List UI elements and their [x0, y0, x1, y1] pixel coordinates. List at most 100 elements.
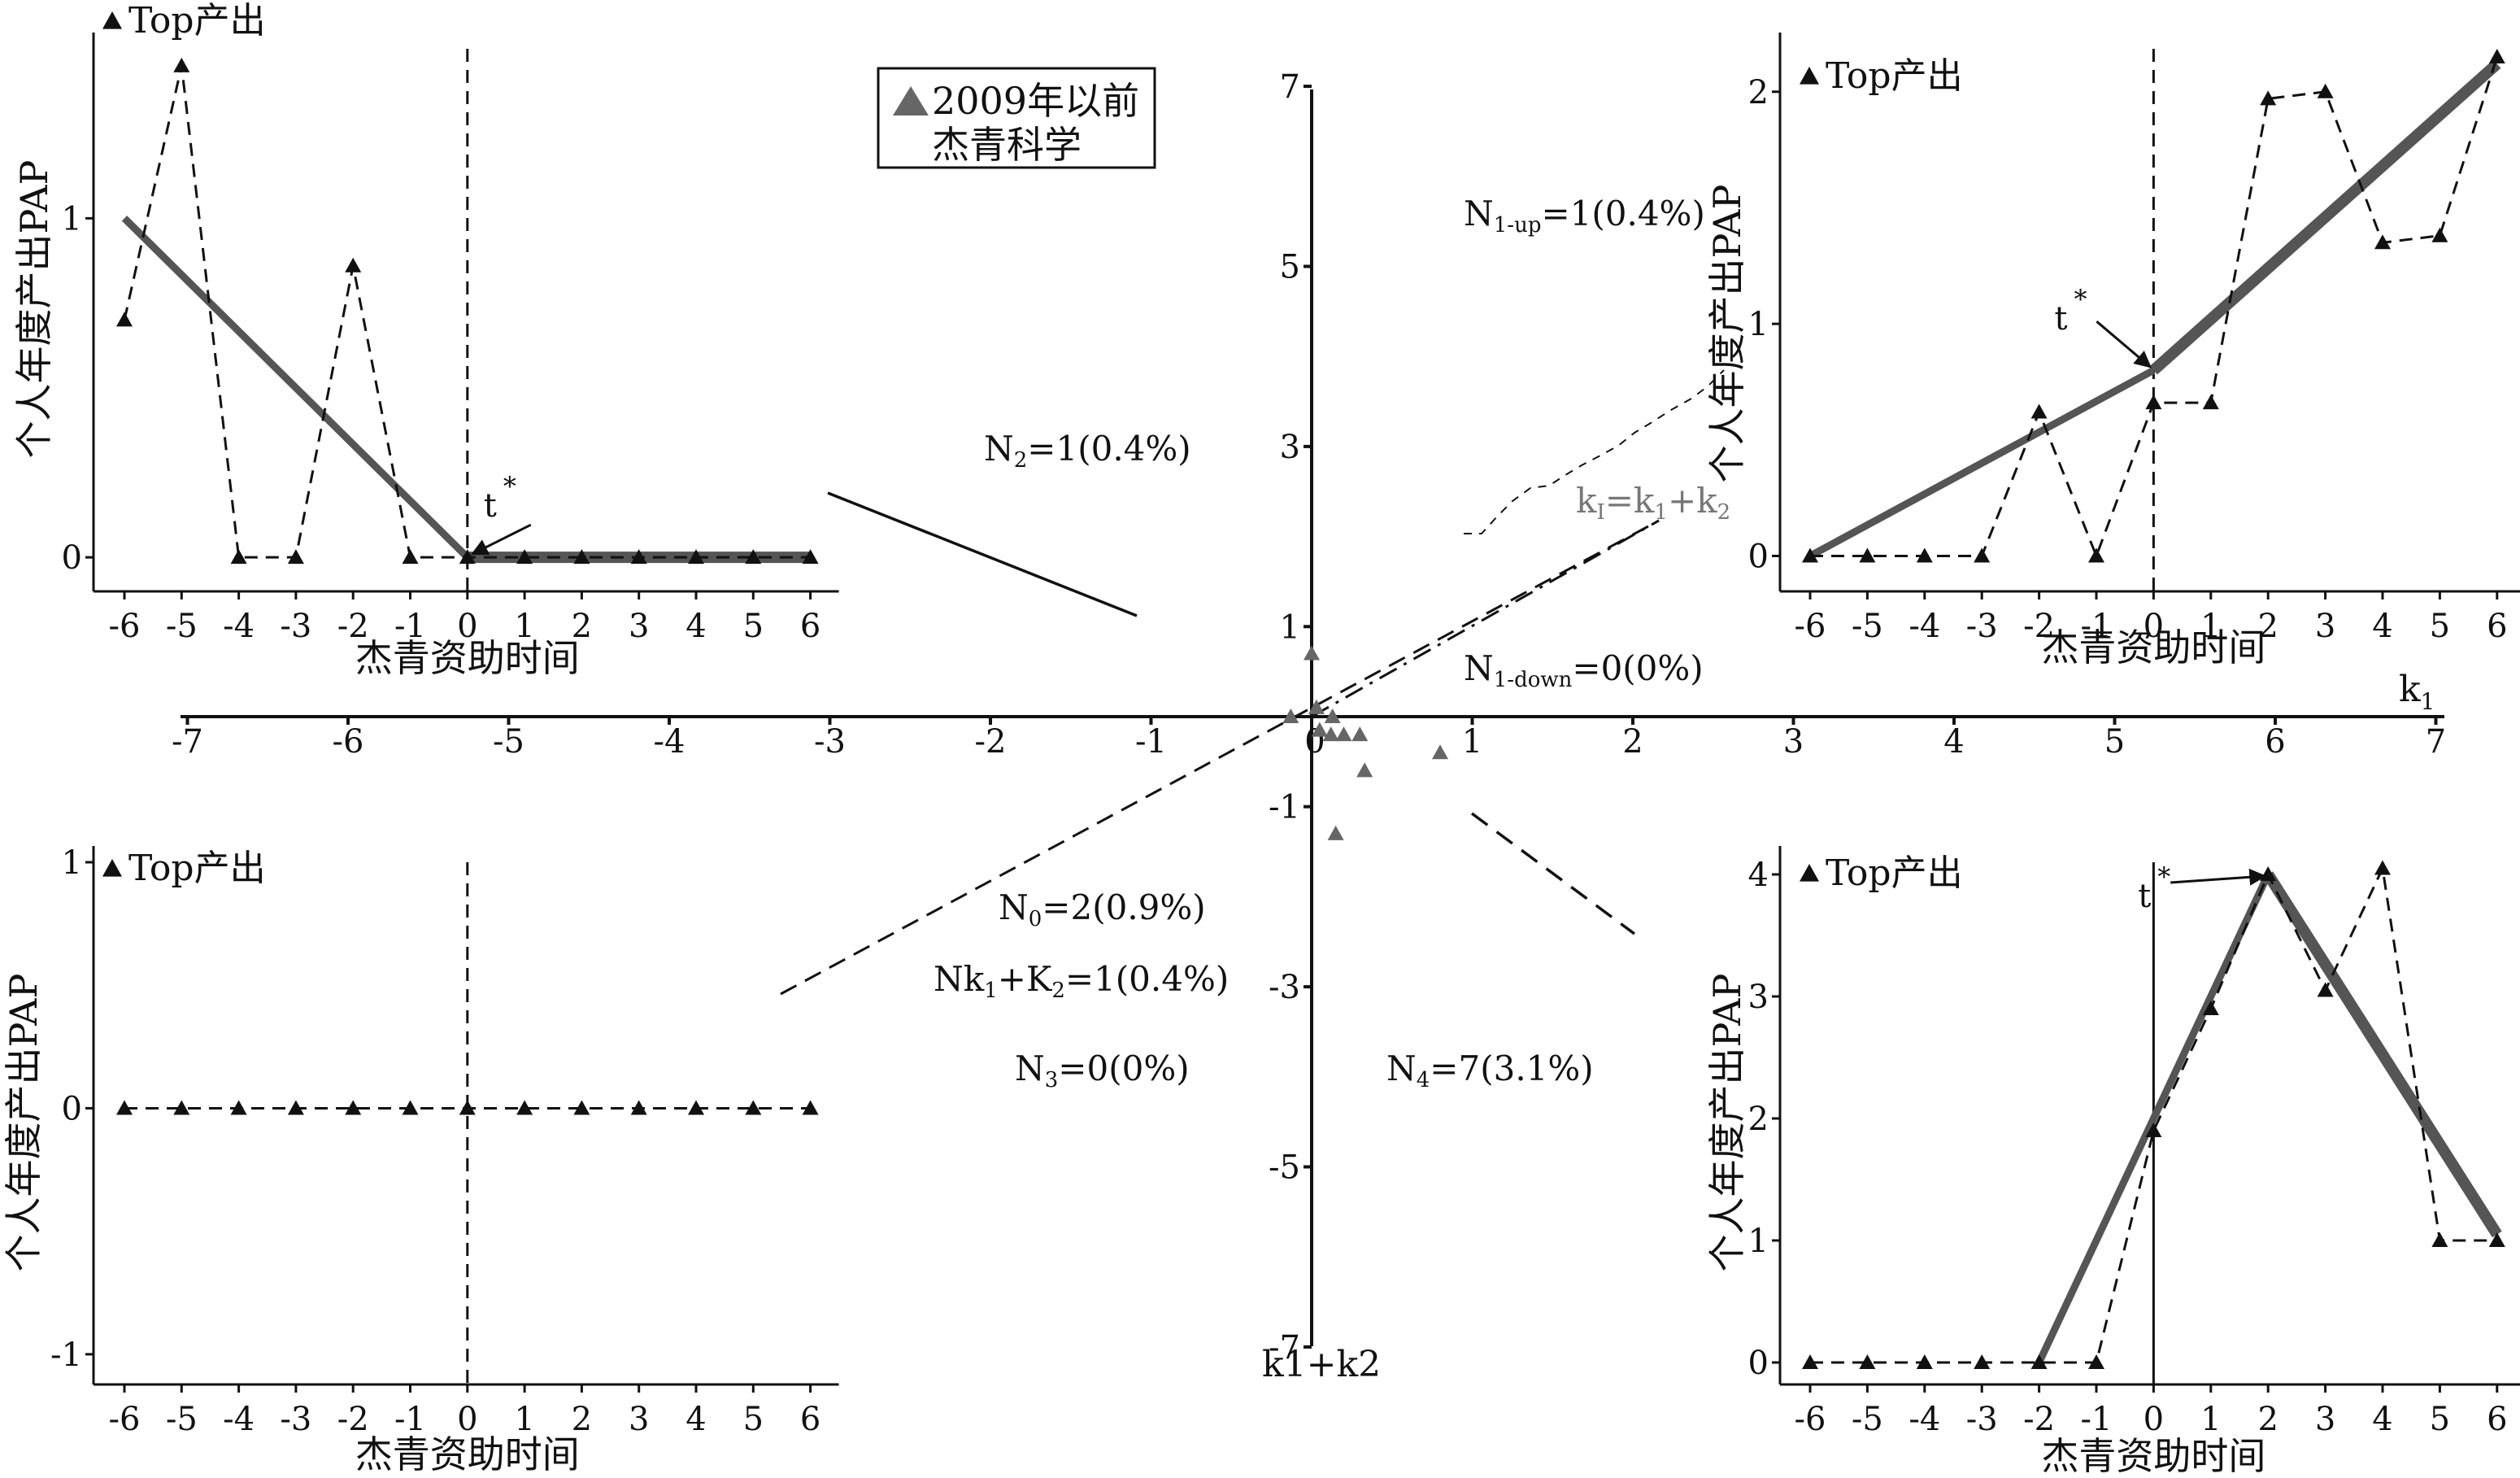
center-x-tick-label: 5: [2104, 723, 2125, 761]
panel-y-tick-label: 2: [1748, 1101, 1769, 1138]
observed-point: [2202, 1001, 2219, 1015]
observed-point: [2260, 90, 2277, 106]
panel-x-tick-label: -1: [394, 608, 426, 645]
observed-point: [2317, 982, 2334, 997]
panel-x-tick-label: -2: [2023, 608, 2055, 645]
observed-point: [1974, 1354, 1991, 1369]
observed-point: [2431, 1232, 2448, 1247]
panel-x-tick-label: 4: [685, 1401, 706, 1438]
diagonal-dashed-line: [780, 519, 1660, 996]
panel-x-tick-label: 5: [743, 1401, 764, 1438]
observed-point: [630, 549, 647, 565]
observed-point: [630, 1100, 647, 1115]
panel-legend-triangle-icon: [102, 11, 122, 29]
panel-x-tick-label: 4: [2372, 1401, 2392, 1438]
observed-point: [2088, 547, 2104, 563]
panel-x-tick-label: 2: [2257, 608, 2278, 645]
panel-x-tick-label: 5: [2430, 1401, 2450, 1438]
scatter-point: [1304, 645, 1320, 661]
observed-point: [345, 257, 362, 272]
center-y-tick-label: 1: [1280, 608, 1300, 646]
panel-x-tick-label: 0: [457, 1401, 477, 1438]
panel-x-tick-label: 1: [514, 608, 534, 645]
observed-point: [516, 1100, 533, 1115]
n1-down-label: N1-down=0(0%): [1464, 648, 1704, 692]
panel-bottom-left: -6 -5 -4 -3 -2 -1 0 1 2 3 4 5 610-1Top产出个人年度产出PAP杰青资…: [2, 844, 839, 1476]
panel-legend-label: Top产出: [1826, 852, 1963, 894]
scatter-point: [1308, 699, 1325, 714]
center-y-tick-label: -3: [1269, 969, 1300, 1006]
observed-point: [2317, 83, 2334, 98]
observed-point: [116, 1100, 133, 1115]
fit-segment: [2149, 59, 2501, 375]
observed-point: [173, 57, 190, 72]
panel-x-tick-label: 3: [629, 608, 649, 645]
legend-box: 2009年以前 杰青科学: [877, 67, 1156, 169]
panel-x-tick-label: 4: [685, 608, 706, 645]
nk-label: Nk1+K2=1(0.4%): [934, 959, 1229, 1003]
panel-x-tick-label: 6: [800, 608, 820, 645]
panel-y-tick-label: 0: [62, 1090, 82, 1127]
panel-x-tick-label: -5: [166, 1401, 198, 1438]
panel-x-tick-label: 0: [2144, 1401, 2164, 1438]
observed-point: [1916, 547, 1933, 563]
panel-y-label: 个人年度产出PAP: [1705, 185, 1749, 483]
panel-y-tick-label: -1: [50, 1336, 82, 1374]
panel-x-label: 杰青资助时间: [2041, 1434, 2265, 1478]
panel-x-tick-label: 3: [629, 1401, 649, 1438]
panel-x-tick-label: 6: [2487, 608, 2507, 645]
legend-triangle-icon: [893, 86, 929, 116]
center-x-tick-label: 1: [1462, 723, 1482, 761]
panel-x-tick-label: -5: [1852, 608, 1883, 645]
panel-x-tick-label: -1: [394, 1401, 426, 1438]
observed-point: [573, 549, 590, 565]
panel-legend-triangle-icon: [1800, 67, 1819, 85]
observed-point: [516, 549, 533, 565]
panel-x-tick-label: -1: [2081, 1401, 2113, 1438]
center-x-tick-label: -2: [975, 723, 1007, 761]
panel-y-tick-label: 1: [62, 200, 82, 238]
connector-top-right: [1464, 369, 1725, 534]
observed-point: [459, 1100, 476, 1115]
observed-point: [745, 549, 762, 565]
center-y-tick-label: -1: [1269, 789, 1300, 826]
panel-x-tick-label: 4: [2372, 608, 2392, 645]
panel-x-tick-label: 3: [2315, 608, 2335, 645]
n0-label: N0=2(0.9%): [999, 887, 1206, 931]
n3-label: N3=0(0%): [1015, 1049, 1190, 1092]
panel-x-tick-label: 0: [457, 608, 477, 645]
observed-point: [230, 1100, 247, 1115]
center-x-tick-label: -1: [1135, 723, 1167, 761]
panel-x-tick-label: -3: [1966, 608, 1998, 645]
panel-x-tick-label: 5: [743, 608, 764, 645]
panel-top-right: -6 -5 -4 -3 -2 -1 0 1 2 3 4 5 6012t*Top产出个人年度产出PAP杰青…: [1705, 33, 2520, 669]
observed-point: [1802, 547, 1818, 563]
center-x-tick-label: -3: [814, 723, 846, 761]
panel-legend-triangle-icon: [1800, 864, 1819, 882]
observed-point: [2202, 395, 2219, 410]
panel-y-tick-label: 3: [1748, 979, 1769, 1016]
center-y-tick-label: 3: [1280, 429, 1300, 466]
panel-legend-label: Top产出: [128, 848, 266, 889]
panel-x-tick-label: 2: [572, 1401, 592, 1438]
observed-point: [2374, 234, 2391, 250]
panel-y-tick-label: 0: [62, 539, 82, 577]
observed-point: [459, 549, 476, 565]
center-x-ticks: -7 -6 -5 -4 -3 -2 -1 0 1 2 3 4 5 6 7: [172, 717, 2446, 761]
legend-line1: 2009年以前: [932, 79, 1139, 123]
observed-point: [745, 1100, 762, 1115]
panel-x-tick-label: 1: [2200, 608, 2221, 645]
n1-up-label: N1-up=1(0.4%): [1464, 194, 1705, 238]
panel-y-tick-label: 0: [1748, 538, 1769, 575]
scatter-point: [1324, 708, 1341, 723]
diagonal-dashdot-line: [1311, 519, 1660, 718]
observed-point: [573, 1100, 590, 1115]
observed-point: [1802, 1354, 1818, 1369]
panel-x-label: 杰青资助时间: [355, 636, 580, 680]
panel-x-tick-label: -4: [223, 1401, 255, 1438]
legend-line2: 杰青科学: [932, 123, 1082, 167]
scatter-point: [1356, 762, 1373, 778]
panel-x-label: 杰青资助时间: [355, 1432, 580, 1476]
n2-label: N2=1(0.4%): [984, 429, 1191, 473]
